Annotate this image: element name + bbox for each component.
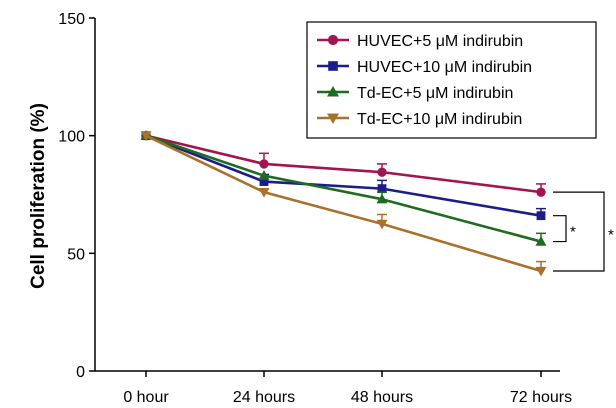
legend-marker bbox=[328, 61, 338, 71]
series-line bbox=[145, 134, 542, 194]
legend-marker bbox=[327, 113, 339, 124]
data-point bbox=[258, 170, 270, 180]
legend-item: HUVEC+10 μM indirubin bbox=[317, 59, 532, 76]
data-point bbox=[535, 266, 547, 277]
legend-marker bbox=[327, 86, 339, 97]
significance-bracket: * bbox=[553, 191, 614, 272]
data-point bbox=[140, 131, 152, 142]
bracket-line bbox=[553, 191, 605, 272]
legend-item: HUVEC+5 μM indirubin bbox=[317, 33, 523, 50]
series-4 bbox=[140, 131, 547, 277]
x-tick-label: 0 hour bbox=[123, 389, 169, 406]
data-point bbox=[259, 159, 269, 169]
series-line bbox=[145, 134, 542, 243]
legend-item: Td-EC+10 μM indirubin bbox=[317, 111, 522, 128]
data-point bbox=[535, 236, 547, 246]
significance-bracket: * bbox=[553, 215, 576, 243]
legend-label: HUVEC+5 μM indirubin bbox=[357, 33, 523, 50]
series-3 bbox=[140, 130, 547, 246]
data-point bbox=[259, 177, 269, 186]
legend: HUVEC+5 μM indirubin HUVEC+10 μM indirubi… bbox=[306, 21, 597, 139]
data-point bbox=[377, 184, 387, 194]
axes: 0 50 100 150 0 hour 24 hours 48 hours 72 hours bbox=[58, 11, 572, 406]
data-point bbox=[536, 187, 546, 197]
series-layer bbox=[140, 130, 547, 277]
data-point bbox=[376, 219, 388, 230]
y-tick-label: 50 bbox=[67, 246, 85, 263]
significance-brackets: * * bbox=[553, 191, 614, 272]
legend-label: Td-EC+5 μM indirubin bbox=[357, 85, 513, 102]
significance-label: * bbox=[570, 224, 576, 241]
series-2 bbox=[141, 131, 546, 221]
y-tick-label: 150 bbox=[58, 11, 85, 28]
data-point bbox=[536, 211, 546, 221]
y-tick-label: 100 bbox=[58, 129, 85, 146]
x-tick-label: 48 hours bbox=[351, 389, 413, 406]
data-point bbox=[376, 193, 388, 204]
y-axis-label: Cell proliferation (%) bbox=[28, 103, 49, 289]
x-tick-label: 24 hours bbox=[233, 389, 295, 406]
data-point bbox=[258, 188, 270, 198]
legend-label: Td-EC+10 μM indirubin bbox=[357, 111, 522, 128]
legend-box bbox=[306, 21, 597, 139]
legend-marker bbox=[327, 34, 339, 46]
series-line bbox=[145, 134, 542, 217]
data-point bbox=[377, 167, 387, 177]
legend-item: Td-EC+5 μM indirubin bbox=[317, 85, 513, 102]
legend-label: HUVEC+10 μM indirubin bbox=[357, 59, 532, 76]
series-line bbox=[145, 134, 542, 273]
significance-label: * bbox=[608, 227, 614, 244]
y-tick-label: 0 bbox=[76, 364, 85, 381]
x-tick-label: 72 hours bbox=[510, 389, 572, 406]
bracket-line bbox=[553, 215, 567, 243]
